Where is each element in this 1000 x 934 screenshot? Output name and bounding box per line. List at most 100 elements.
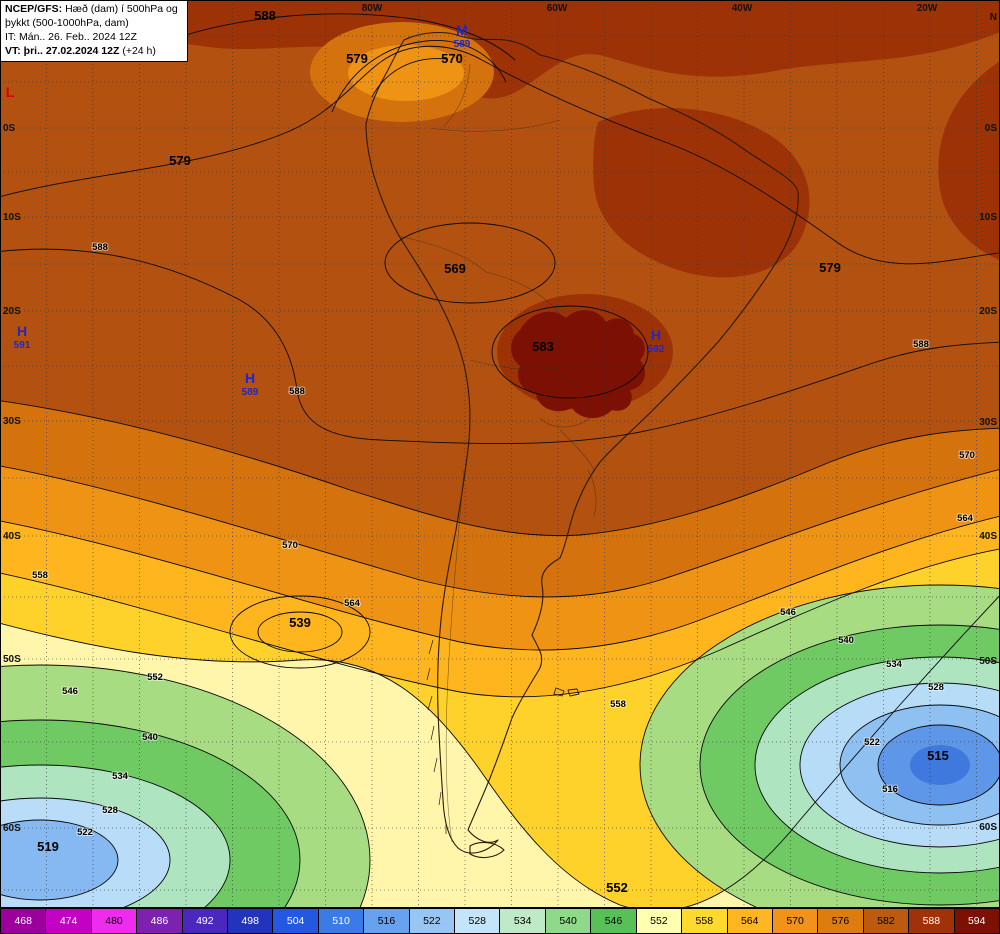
border-7 (445, 469, 465, 843)
contour-label: 588 (92, 242, 108, 253)
contour-label: 534 (886, 659, 903, 670)
coastline (365, 31, 799, 859)
init-time: IT: Mán.. 26. Feb.. 2024 12Z (5, 30, 137, 43)
lat-label-right: 20S (979, 306, 997, 317)
lat-label-left: 30S (3, 416, 21, 427)
colorbar-cell: 582 (862, 909, 909, 933)
country-borders (397, 63, 597, 843)
contour-label: 546 (62, 686, 78, 697)
colorbar-cell: 570 (771, 909, 818, 933)
lat-label-right: 0S (985, 123, 998, 134)
low-left-fills (0, 665, 370, 908)
border-9 (559, 429, 595, 471)
contour-label: 540 (142, 732, 158, 743)
title-box: NCEP/GFS: Hæð (dam) í 500hPa og þykkt (5… (0, 0, 188, 63)
valid-time-bold: VT: þri.. 27.02.2024 12Z (5, 44, 120, 57)
contour-588-main (0, 248, 1000, 445)
lat-label-left: 0S (3, 123, 16, 134)
contour-label: 570 (959, 450, 975, 461)
colorbar-cell: 594 (953, 909, 999, 933)
contour-label: 564 (957, 513, 974, 524)
valid-time: VT: þri.. 27.02.2024 12Z (+24 h) (5, 45, 183, 59)
colorbar-cell: 576 (817, 909, 863, 933)
contour-label: 569 (444, 261, 466, 276)
contour-label: 579 (169, 153, 191, 168)
colorbar-cell: 546 (590, 909, 636, 933)
lon-label: 40W (732, 3, 753, 14)
map-title-line1: NCEP/GFS: Hæð (dam) í 500hPa og (5, 3, 183, 17)
lat-label-left: 40S (3, 531, 21, 542)
grid-lines (0, 0, 1000, 908)
contour-label: 588 (289, 386, 305, 397)
low-right-fills (640, 585, 1000, 908)
contour-label: 539 (289, 615, 311, 630)
center-value: 589 (454, 39, 471, 50)
colorbar-cell: 510 (317, 909, 364, 933)
contour-label: 552 (606, 880, 628, 895)
low-center-marker: L (6, 84, 15, 100)
south-america-coast (365, 31, 799, 854)
dark-band-top (0, 0, 1000, 99)
contour-570-nw (371, 58, 447, 98)
border-5 (469, 359, 553, 370)
colorbar-cell: 564 (726, 909, 772, 933)
colorbar-cell: 552 (635, 909, 682, 933)
contour-label: 522 (77, 827, 93, 838)
tierra-del-fuego (469, 841, 505, 859)
contour-label: 570 (282, 540, 298, 551)
lat-label-right: 40S (979, 531, 997, 542)
title-line1-rest: Hæð (dam) í 500hPa og (62, 3, 178, 15)
colorbar-cell: 492 (181, 909, 228, 933)
border-1 (443, 63, 471, 127)
colorbar-cell: 498 (227, 909, 273, 933)
dark-patch-brazil (593, 108, 810, 278)
contour-label: 588 (254, 8, 276, 23)
colorbar-cell: 474 (45, 909, 91, 933)
valid-time-rest: (+24 h) (119, 44, 156, 57)
colorbar-cell: 522 (408, 909, 455, 933)
lat-label-right: N (990, 12, 997, 23)
lon-label: 60W (547, 3, 568, 14)
border-2 (429, 119, 561, 132)
high-center-marker: M (456, 22, 468, 38)
height-contours (0, 13, 1000, 908)
contour-rings-low-right (639, 584, 1000, 908)
contour-label: 570 (441, 51, 463, 66)
lat-label-left: 60S (3, 823, 21, 834)
colorbar-cell: 504 (272, 909, 318, 933)
lon-label: 20W (917, 3, 938, 14)
colorbar-cell: 516 (363, 909, 409, 933)
contour-564 (0, 515, 1000, 651)
border-6 (539, 367, 591, 428)
map-title-line2: þykkt (500-1000hPa, dam) (5, 16, 129, 29)
contour-label: 540 (838, 635, 854, 646)
lat-label-right: 50S (979, 656, 997, 667)
center-value: 592 (648, 344, 665, 355)
contour-rings-low-left (0, 664, 371, 908)
chile-fjords (426, 639, 447, 834)
contour-label: 534 (112, 771, 129, 782)
contour-579-nw (331, 40, 507, 113)
border-8 (587, 469, 597, 517)
colorbar-cell: 534 (499, 909, 545, 933)
border-3 (397, 235, 487, 273)
contour-570 (0, 465, 1000, 598)
contour-label: 546 (780, 607, 796, 618)
contour-583-closed (491, 305, 649, 399)
contour-576 (0, 400, 1000, 537)
contour-569-closed (384, 222, 556, 304)
high-center-marker: H (17, 323, 27, 339)
high-center-marker: H (651, 327, 661, 343)
border-4 (485, 271, 563, 319)
warm-core-patches (0, 0, 1000, 419)
contour-552 (0, 594, 1000, 908)
contour-label: 522 (864, 737, 880, 748)
colorbar-cell: 480 (90, 909, 137, 933)
low-right-core (910, 745, 970, 785)
lat-label-right: 60S (979, 822, 997, 833)
contour-label: 558 (610, 699, 626, 710)
lat-label-left: 50S (3, 654, 21, 665)
lat-label-left: 10S (3, 212, 21, 223)
